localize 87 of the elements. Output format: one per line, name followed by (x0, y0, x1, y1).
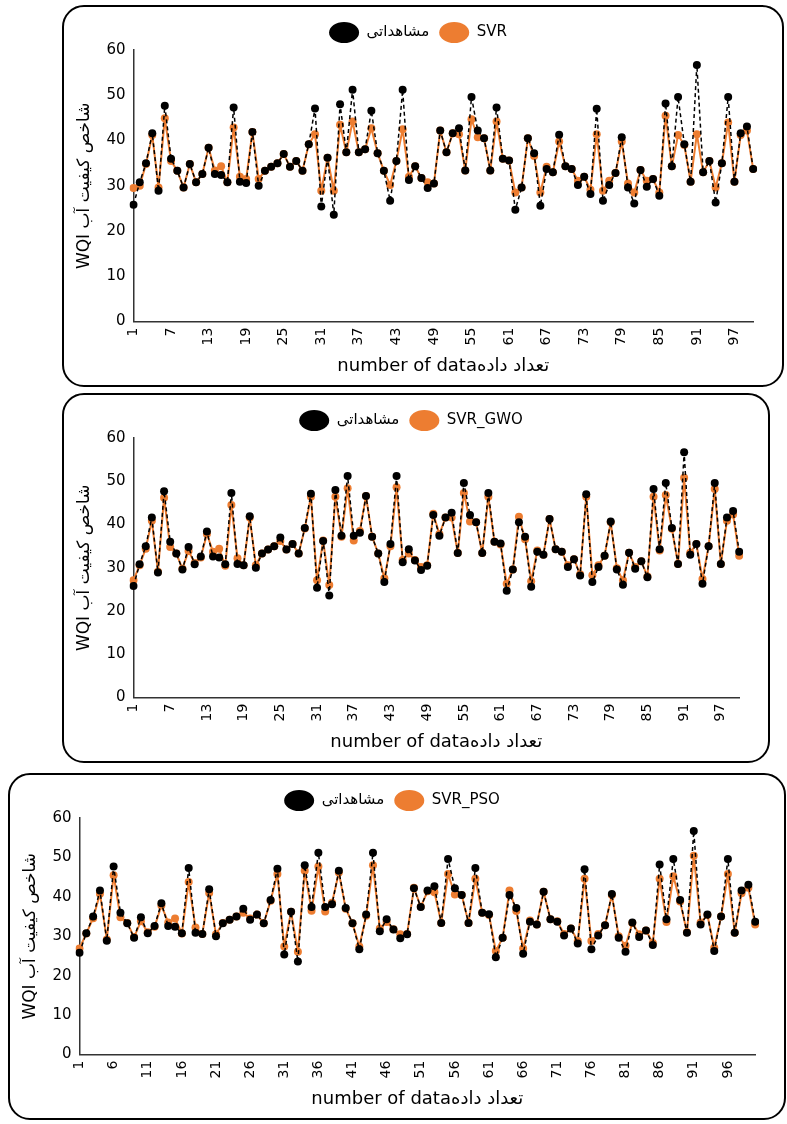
x-tick-label: 73 (574, 327, 591, 346)
x-tick-label: 51 (411, 1060, 428, 1079)
x-tick-label: 85 (638, 703, 655, 722)
x-tick-label: 25 (274, 327, 291, 346)
x-tick-label: 96 (718, 1060, 735, 1079)
x-tick-label: 36 (309, 1060, 326, 1079)
y-tick-label: 20 (106, 600, 126, 619)
y-tick-label: 50 (52, 847, 72, 866)
x-tick-label: 55 (462, 327, 479, 346)
x-tick-label: 49 (417, 703, 434, 722)
x-tick-label: 1 (124, 703, 141, 713)
x-tick-label: 97 (725, 327, 742, 346)
y-tick-label: 50 (106, 471, 126, 490)
x-tick-label: 37 (349, 327, 366, 346)
legend-label: SVR (476, 22, 507, 41)
y-axis-title: WQI شاخص کیفیت آب (71, 102, 93, 270)
x-tick-label: 7 (160, 703, 177, 713)
x-tick-label: 43 (381, 703, 398, 722)
x-tick-label: 67 (537, 327, 554, 346)
x-tick-label: 61 (491, 703, 508, 722)
x-tick-label: 41 (343, 1060, 360, 1079)
y-tick-label: 60 (106, 427, 126, 446)
x-tick-label: 19 (234, 703, 251, 722)
x-tick-label: 13 (197, 703, 214, 722)
x-tick-label: 61 (479, 1060, 496, 1079)
x-tick-label: 56 (445, 1060, 462, 1079)
y-tick-label: 30 (52, 926, 72, 945)
legend-label: مشاهداتی (321, 790, 385, 809)
y-tick-label: 40 (52, 886, 72, 905)
x-tick-label: 21 (206, 1060, 223, 1079)
y-tick-label: 40 (106, 514, 126, 533)
x-tick-label: 61 (499, 327, 516, 346)
x-tick-label: 11 (138, 1060, 155, 1079)
y-tick-label: 0 (115, 687, 126, 706)
y-tick-label: 10 (106, 644, 126, 663)
x-tick-label: 97 (711, 703, 728, 722)
legend-label: مشاهداتی (366, 22, 430, 41)
y-tick-label: 30 (106, 175, 126, 194)
x-tick-label: 91 (674, 703, 691, 722)
x-tick-label: 13 (199, 327, 216, 346)
x-tick-label: 66 (513, 1060, 530, 1079)
legend-label: مشاهداتی (336, 410, 400, 429)
x-tick-label: 43 (387, 327, 404, 346)
x-tick-label: 49 (424, 327, 441, 346)
y-tick-label: 60 (106, 39, 126, 58)
x-tick-label: 79 (612, 327, 629, 346)
y-tick-label: 20 (106, 220, 126, 239)
x-axis-title: number of dataتعداد داده (337, 353, 550, 375)
x-tick-label: 31 (274, 1060, 291, 1079)
x-tick-label: 76 (582, 1060, 599, 1079)
x-tick-label: 67 (527, 703, 544, 722)
y-axis-title: WQI شاخص کیفیت آب (71, 484, 93, 652)
y-axis-title: WQI شاخص کیفیت آب (17, 853, 39, 1020)
y-tick-label: 50 (106, 85, 126, 104)
x-tick-label: 7 (161, 327, 178, 337)
x-tick-label: 19 (236, 327, 253, 346)
x-tick-label: 1 (124, 327, 141, 337)
x-tick-label: 31 (311, 327, 328, 346)
x-tick-label: 81 (616, 1060, 633, 1079)
x-tick-label: 37 (344, 703, 361, 722)
x-tick-label: 91 (684, 1060, 701, 1079)
x-tick-label: 85 (649, 327, 666, 346)
x-tick-label: 16 (172, 1060, 189, 1079)
y-tick-label: 20 (52, 965, 72, 984)
x-tick-label: 73 (564, 703, 581, 722)
x-tick-label: 91 (687, 327, 704, 346)
x-tick-label: 55 (454, 703, 471, 722)
y-tick-label: 60 (52, 807, 72, 826)
x-tick-label: 1 (70, 1060, 87, 1070)
y-tick-label: 30 (106, 557, 126, 576)
x-tick-label: 79 (601, 703, 618, 722)
x-axis-title: number of dataتعداد داده (330, 729, 543, 751)
x-tick-label: 71 (547, 1060, 564, 1079)
y-tick-label: 40 (106, 130, 126, 149)
x-axis-title: number of dataتعداد داده (311, 1086, 524, 1108)
y-tick-label: 10 (106, 266, 126, 285)
y-tick-label: 0 (115, 311, 126, 330)
x-tick-label: 26 (240, 1060, 257, 1079)
y-tick-label: 10 (52, 1005, 72, 1024)
x-tick-label: 46 (377, 1060, 394, 1079)
legend-label: SVR_PSO (431, 790, 500, 810)
x-tick-label: 25 (270, 703, 287, 722)
y-tick-label: 0 (61, 1044, 72, 1063)
x-tick-label: 86 (650, 1060, 667, 1079)
x-tick-label: 31 (307, 703, 324, 722)
x-tick-label: 6 (104, 1060, 121, 1070)
legend-label: SVR_GWO (446, 410, 523, 430)
